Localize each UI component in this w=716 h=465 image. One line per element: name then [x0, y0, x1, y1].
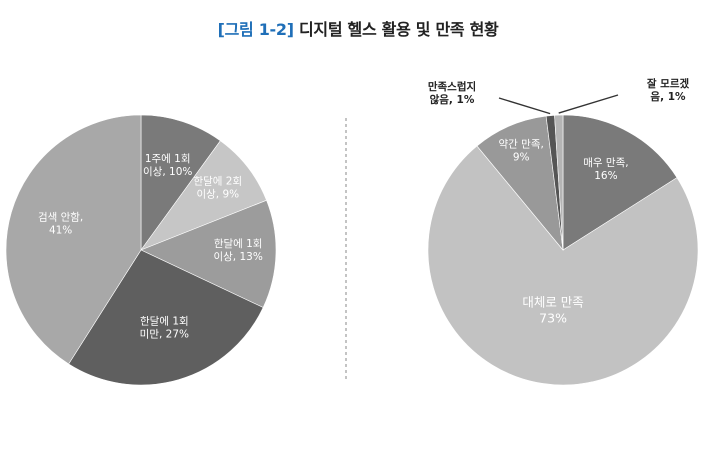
figure-number: [그림 1-2] — [217, 20, 294, 39]
pie1-slice-label-1: 1주에 1회 이상, 10% — [143, 153, 192, 178]
pie1-slice-label-5: 검색 안함, 41% — [38, 212, 83, 237]
pie1-slice-3 — [140, 199, 277, 308]
figure-title-text: 디지털 헬스 활용 및 만족 현황 — [299, 20, 499, 39]
pie2-slice-2 — [427, 145, 699, 386]
figure-title: [그림 1-2] 디지털 헬스 활용 및 만족 현황 — [0, 16, 716, 40]
pie1-slice-label-3: 한달에 1회 이상, 13% — [213, 238, 262, 263]
pie2-slice-label-1: 매우 만족, 16% — [583, 157, 628, 182]
pie1-slice-4 — [68, 249, 264, 386]
pie2-callout-line-2 — [558, 94, 619, 114]
pie1-slice-1 — [140, 114, 221, 251]
pie2-slice-5 — [554, 114, 564, 251]
pie2-slice-label-3: 약간 만족, 9% — [499, 138, 544, 163]
pie2-slice-label-4: 만족스럽지 않음, 1% — [428, 80, 476, 106]
pie2-callout-line-1 — [498, 97, 551, 115]
pie1-slice-label-2: 한달에 2회 이상, 9% — [193, 175, 242, 200]
pie2-slice-1 — [562, 114, 678, 251]
pie1-slice-label-4: 한달에 1회 미만, 27% — [140, 315, 189, 340]
pie-chart-usage: 1주에 1회 이상, 10%한달에 2회 이상, 9% 한달에 1회 이상, 13% 한달… — [5, 114, 277, 386]
pie1-slice-5 — [5, 114, 142, 365]
pie-chart-satisfaction: 매우 만족, 16% 대체로 만족 73% 약간 만족, 9% 만족스럽지 않음, 1% 잘 모… — [427, 77, 699, 386]
pie2-slice-label-5: 잘 모르겠 음, 1% — [647, 77, 690, 103]
pie2-slice-label-2: 대체로 만족 73% — [522, 295, 583, 326]
